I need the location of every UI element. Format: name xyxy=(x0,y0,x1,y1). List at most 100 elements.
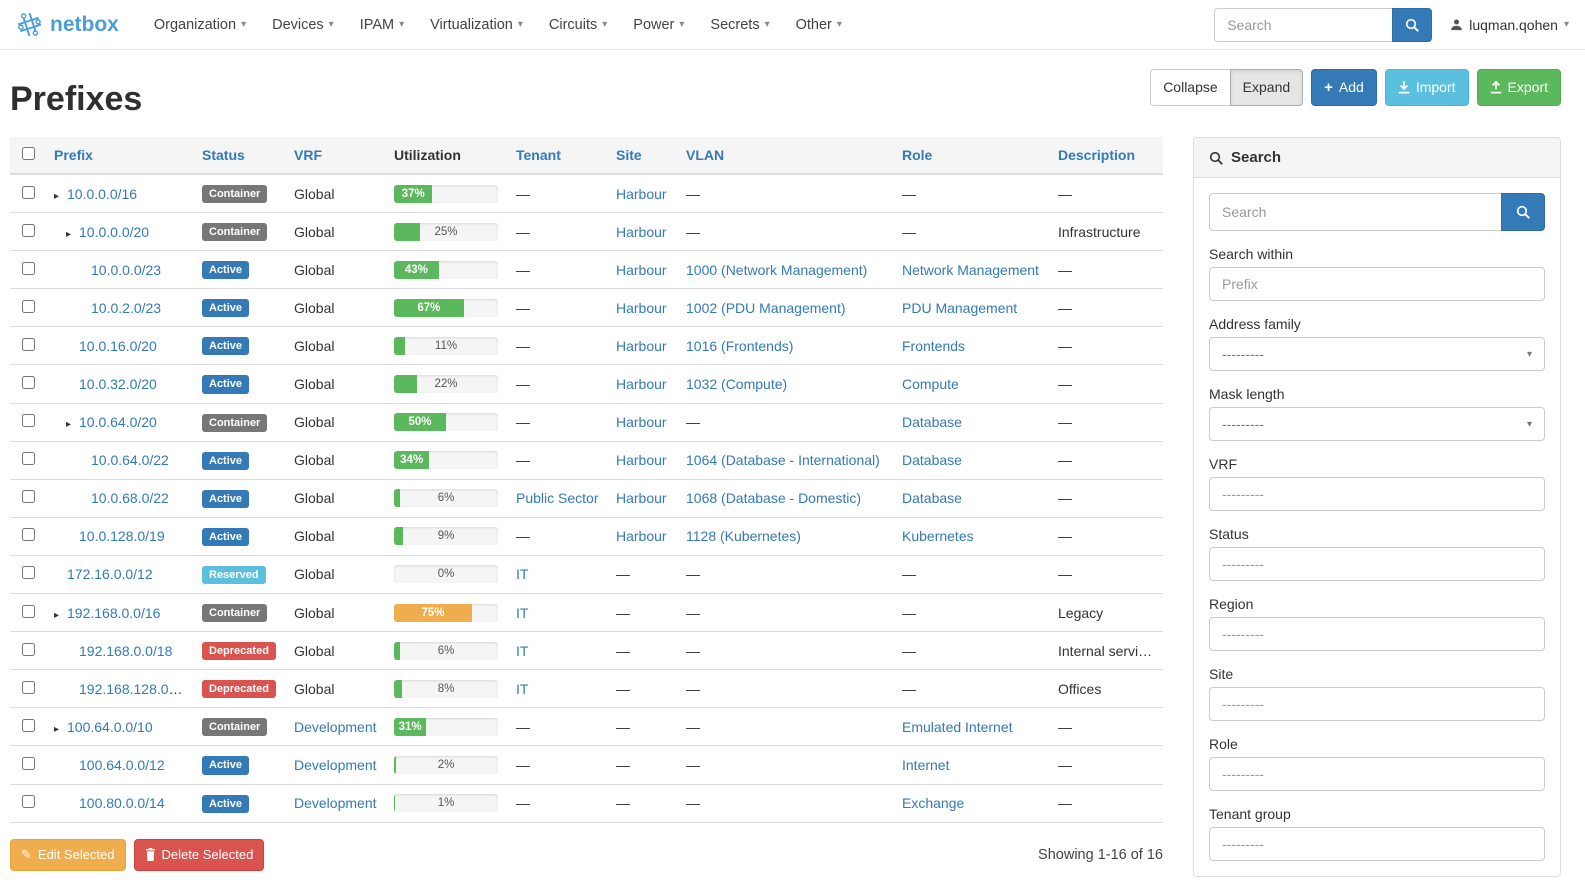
vlan-link[interactable]: 1032 (Compute) xyxy=(686,376,788,393)
vlan-link[interactable]: 1000 (Network Management) xyxy=(686,261,868,278)
prefix-link[interactable]: 10.0.0.0/20 xyxy=(79,223,150,240)
navbar-search-input[interactable] xyxy=(1214,7,1393,42)
role-link[interactable]: Kubernetes xyxy=(902,528,974,545)
row-checkbox[interactable] xyxy=(22,642,35,656)
prefix-link[interactable]: 192.168.0.0/18 xyxy=(79,642,173,659)
site-link[interactable]: Harbour xyxy=(616,261,667,278)
role-link[interactable]: Frontends xyxy=(902,337,966,354)
column-header-description[interactable]: Description xyxy=(1050,137,1163,175)
region-input[interactable] xyxy=(1209,617,1545,651)
site-input[interactable] xyxy=(1209,687,1545,721)
expand-button[interactable]: Expand xyxy=(1229,69,1304,107)
prefix-link[interactable]: 100.64.0.0/12 xyxy=(79,756,165,773)
nav-item-secrets[interactable]: Secrets ▾ xyxy=(697,2,782,48)
role-link[interactable]: Database xyxy=(902,452,962,469)
site-link[interactable]: Harbour xyxy=(616,337,667,354)
vlan-link[interactable]: 1002 (PDU Management) xyxy=(686,299,846,316)
row-checkbox[interactable] xyxy=(22,299,35,313)
vlan-link[interactable]: 1128 (Kubernetes) xyxy=(686,528,801,545)
triangle-right-icon[interactable]: ▸ xyxy=(54,609,60,621)
site-link[interactable]: Harbour xyxy=(616,528,667,545)
site-link[interactable]: Harbour xyxy=(616,414,667,431)
prefix-link[interactable]: 192.168.128.0/17 xyxy=(79,680,188,697)
role-link[interactable]: Database xyxy=(902,414,962,431)
prefix-link[interactable]: 10.0.128.0/19 xyxy=(79,528,165,545)
status-input[interactable] xyxy=(1209,547,1545,581)
row-checkbox[interactable] xyxy=(22,490,35,504)
tenant-group-input[interactable] xyxy=(1209,827,1545,861)
row-checkbox[interactable] xyxy=(22,680,35,694)
user-menu[interactable]: luqman.qohen ▾ xyxy=(1450,17,1569,33)
role-link[interactable]: Network Management xyxy=(902,261,1039,278)
collapse-button[interactable]: Collapse xyxy=(1150,69,1231,107)
column-header-role[interactable]: Role xyxy=(894,137,1050,175)
prefix-link[interactable]: 10.0.2.0/23 xyxy=(91,299,162,316)
tenant-link[interactable]: IT xyxy=(516,680,529,697)
site-link[interactable]: Harbour xyxy=(616,185,667,202)
prefix-link[interactable]: 10.0.32.0/20 xyxy=(79,376,157,393)
delete-selected-button[interactable]: Delete Selected xyxy=(133,838,265,872)
nav-item-other[interactable]: Other ▾ xyxy=(783,2,855,48)
vlan-link[interactable]: 1068 (Database - Domestic) xyxy=(686,490,862,507)
vrf-link[interactable]: Development xyxy=(294,718,377,735)
navbar-search-button[interactable] xyxy=(1392,7,1433,42)
role-input[interactable] xyxy=(1209,757,1545,791)
sidebar-search-button[interactable] xyxy=(1501,193,1545,231)
role-link[interactable]: Emulated Internet xyxy=(902,718,1013,735)
role-link[interactable]: Internet xyxy=(902,756,950,773)
role-link[interactable]: Exchange xyxy=(902,795,965,812)
vrf-link[interactable]: Development xyxy=(294,756,377,773)
row-checkbox[interactable] xyxy=(22,566,35,580)
column-header-status[interactable]: Status xyxy=(194,137,286,175)
row-checkbox[interactable] xyxy=(22,223,35,237)
brand[interactable]: netbox xyxy=(16,11,119,38)
column-header-tenant[interactable]: Tenant xyxy=(508,137,608,175)
row-checkbox[interactable] xyxy=(22,261,35,275)
sidebar-search-input[interactable] xyxy=(1209,193,1501,231)
triangle-right-icon[interactable]: ▸ xyxy=(54,723,60,735)
vrf-input[interactable] xyxy=(1209,477,1545,511)
row-checkbox[interactable] xyxy=(22,376,35,390)
edit-selected-button[interactable]: ✎ Edit Selected xyxy=(10,838,126,872)
prefix-link[interactable]: 10.0.64.0/20 xyxy=(79,414,157,431)
nav-item-power[interactable]: Power ▾ xyxy=(620,2,697,48)
site-link[interactable]: Harbour xyxy=(616,452,667,469)
prefix-link[interactable]: 100.64.0.0/10 xyxy=(67,718,153,735)
prefix-link[interactable]: 100.80.0.0/14 xyxy=(79,795,165,812)
column-header-site[interactable]: Site xyxy=(608,137,678,175)
tenant-link[interactable]: Public Sector xyxy=(516,490,599,507)
prefix-link[interactable]: 10.0.68.0/22 xyxy=(91,490,169,507)
column-header-prefix[interactable]: Prefix xyxy=(46,137,194,175)
add-button[interactable]: + Add xyxy=(1311,69,1377,107)
nav-item-virtualization[interactable]: Virtualization ▾ xyxy=(417,2,536,48)
row-checkbox[interactable] xyxy=(22,718,35,732)
prefix-link[interactable]: 172.16.0.0/12 xyxy=(67,566,153,583)
column-header-vlan[interactable]: VLAN xyxy=(678,137,894,175)
address-family-select[interactable]: --------- ▾ xyxy=(1209,337,1545,371)
role-link[interactable]: PDU Management xyxy=(902,299,1018,316)
triangle-right-icon[interactable]: ▸ xyxy=(66,228,72,240)
row-checkbox[interactable] xyxy=(22,337,35,351)
triangle-right-icon[interactable]: ▸ xyxy=(66,419,72,431)
site-link[interactable]: Harbour xyxy=(616,490,667,507)
prefix-link[interactable]: 10.0.0.0/16 xyxy=(67,185,138,202)
site-link[interactable]: Harbour xyxy=(616,223,667,240)
import-button[interactable]: Import xyxy=(1384,69,1469,107)
row-checkbox[interactable] xyxy=(22,756,35,770)
select-all-checkbox[interactable] xyxy=(22,147,35,160)
prefix-link[interactable]: 192.168.0.0/16 xyxy=(67,604,161,621)
export-button[interactable]: Export xyxy=(1476,69,1561,107)
row-checkbox[interactable] xyxy=(22,414,35,428)
vrf-link[interactable]: Development xyxy=(294,795,377,812)
prefix-link[interactable]: 10.0.0.0/23 xyxy=(91,261,162,278)
prefix-link[interactable]: 10.0.16.0/20 xyxy=(79,337,157,354)
nav-item-circuits[interactable]: Circuits ▾ xyxy=(536,2,620,48)
search-within-input[interactable] xyxy=(1209,267,1545,301)
nav-item-devices[interactable]: Devices ▾ xyxy=(259,2,347,48)
prefix-link[interactable]: 10.0.64.0/22 xyxy=(91,452,169,469)
vlan-link[interactable]: 1064 (Database - International) xyxy=(686,452,880,469)
row-checkbox[interactable] xyxy=(22,604,35,618)
role-link[interactable]: Database xyxy=(902,490,962,507)
tenant-link[interactable]: IT xyxy=(516,642,529,659)
nav-item-ipam[interactable]: IPAM ▾ xyxy=(347,2,417,48)
